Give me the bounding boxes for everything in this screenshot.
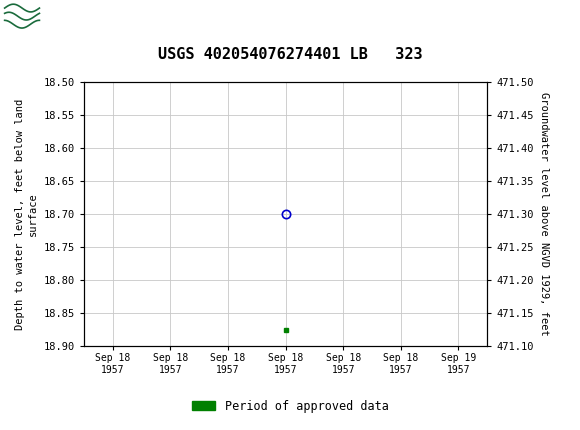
Bar xyxy=(3,3,41,30)
Y-axis label: Groundwater level above NGVD 1929, feet: Groundwater level above NGVD 1929, feet xyxy=(539,92,549,336)
Text: USGS 402054076274401 LB   323: USGS 402054076274401 LB 323 xyxy=(158,47,422,62)
Legend: Period of approved data: Period of approved data xyxy=(187,395,393,418)
Y-axis label: Depth to water level, feet below land
surface: Depth to water level, feet below land su… xyxy=(15,98,38,329)
Text: USGS: USGS xyxy=(46,7,102,25)
